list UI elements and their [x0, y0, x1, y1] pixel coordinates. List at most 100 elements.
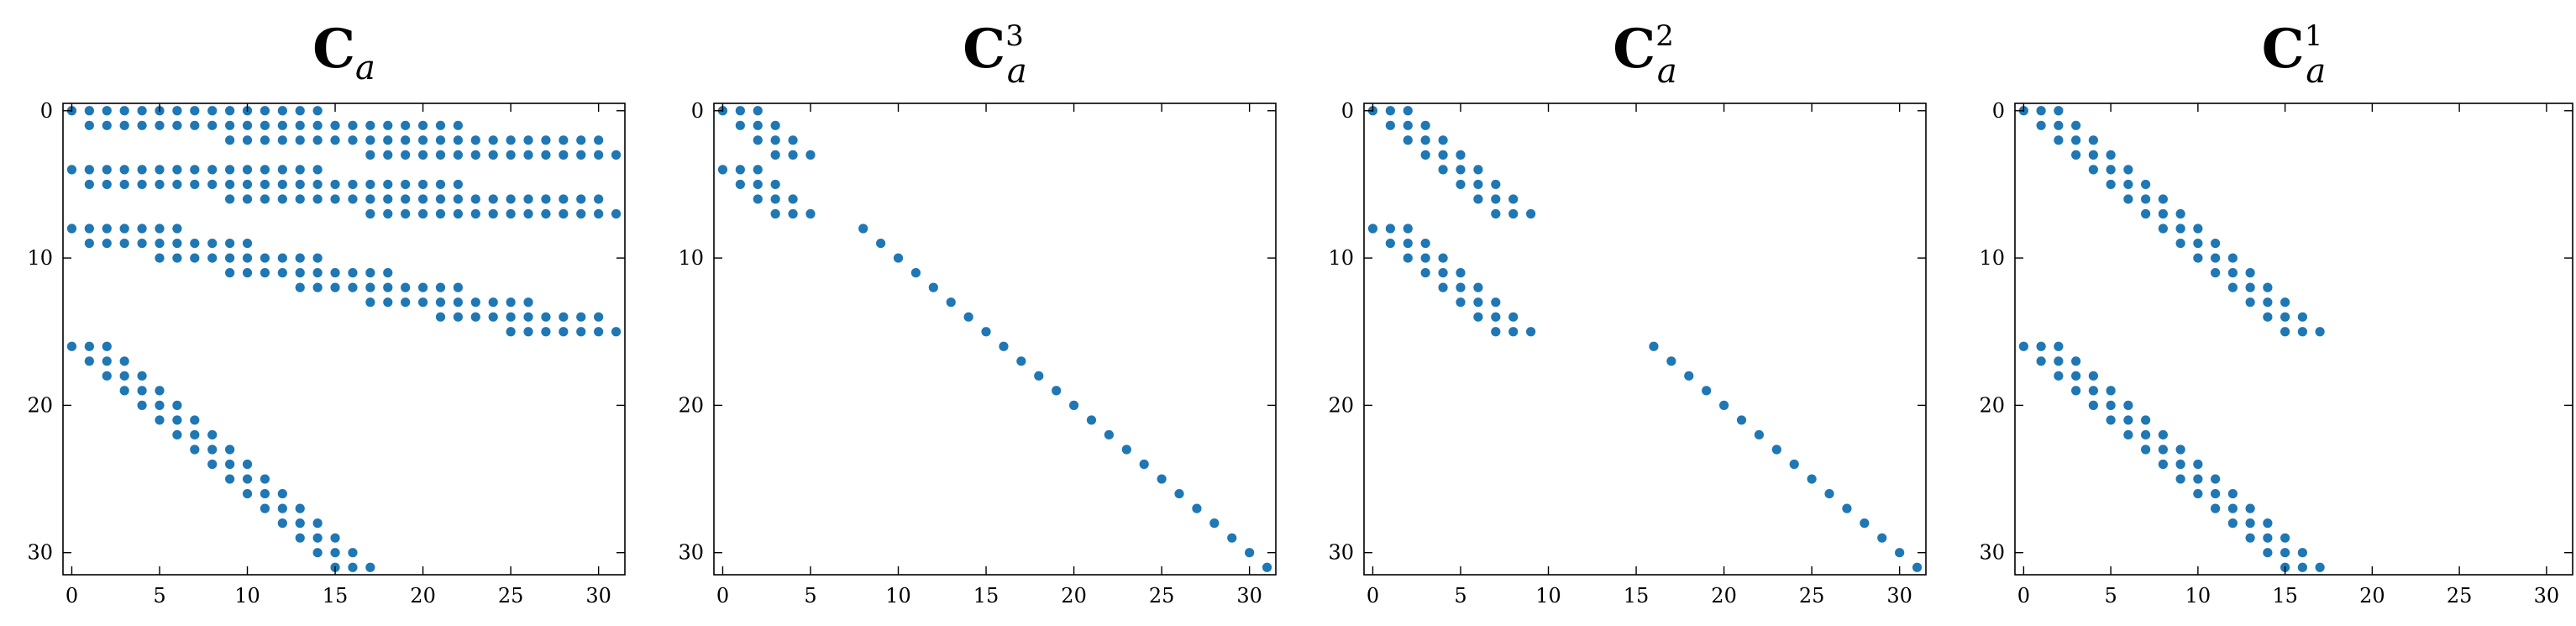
- data-point: [1227, 533, 1237, 543]
- data-point: [137, 386, 147, 396]
- data-point: [1702, 386, 1712, 396]
- data-point: [225, 179, 235, 190]
- data-point: [2071, 356, 2081, 366]
- data-point: [435, 194, 446, 204]
- data-point: [295, 179, 305, 190]
- data-point: [84, 106, 94, 116]
- data-point: [172, 238, 182, 249]
- data-point: [2054, 106, 2064, 116]
- data-point: [1491, 327, 1501, 337]
- data-point: [155, 179, 165, 190]
- y-tick-label: 10: [1979, 246, 2005, 270]
- data-point: [488, 297, 498, 308]
- data-point: [242, 165, 253, 175]
- data-point: [2245, 518, 2255, 529]
- data-point: [541, 327, 551, 337]
- data-point: [2245, 533, 2255, 543]
- title-superscript: 1: [2305, 19, 2323, 53]
- x-tick-label: 20: [2359, 584, 2385, 608]
- data-point: [594, 208, 604, 219]
- data-point: [242, 474, 253, 484]
- data-point: [2175, 459, 2185, 470]
- data-point: [312, 194, 323, 204]
- data-point: [84, 224, 94, 234]
- data-point: [102, 224, 112, 234]
- data-point: [348, 194, 358, 204]
- data-point: [84, 238, 94, 249]
- data-point: [190, 238, 200, 249]
- data-point: [66, 165, 77, 175]
- data-point: [735, 179, 745, 190]
- data-point: [470, 135, 480, 145]
- data-point: [928, 282, 938, 292]
- data-point: [295, 135, 305, 145]
- data-point: [102, 120, 112, 130]
- data-point: [788, 135, 798, 145]
- title-subscript: a: [355, 49, 375, 87]
- data-point: [137, 400, 147, 410]
- data-point: [1367, 224, 1378, 234]
- data-point: [805, 208, 816, 219]
- data-point: [453, 208, 463, 219]
- y-tick-label: 20: [678, 393, 704, 417]
- data-point: [1403, 238, 1413, 249]
- data-point: [1473, 179, 1483, 190]
- data-point: [2141, 208, 2151, 219]
- data-point: [365, 562, 375, 572]
- x-tick-label: 25: [1149, 584, 1175, 608]
- title-main: C: [312, 18, 355, 81]
- y-tick-label: 30: [27, 541, 53, 565]
- data-point: [330, 533, 340, 543]
- data-point: [207, 179, 218, 190]
- data-point: [225, 253, 235, 263]
- data-point: [2193, 459, 2203, 470]
- data-point: [523, 312, 533, 322]
- data-point: [2054, 120, 2064, 130]
- data-point: [84, 165, 94, 175]
- data-point: [295, 503, 305, 513]
- data-point: [1438, 165, 1448, 175]
- data-point: [735, 165, 745, 175]
- data-point: [2158, 208, 2168, 219]
- data-point: [137, 371, 147, 381]
- data-point: [753, 106, 763, 116]
- x-tick-label: 25: [1799, 584, 1825, 608]
- data-point: [383, 297, 393, 308]
- data-point: [260, 474, 270, 484]
- data-point: [1491, 194, 1501, 204]
- data-point: [2106, 415, 2116, 425]
- data-point: [2141, 429, 2151, 440]
- data-point: [1385, 120, 1395, 130]
- data-point: [1491, 179, 1501, 190]
- data-point: [611, 208, 622, 219]
- panel-title: C2 a: [1613, 18, 1676, 91]
- x-tick-label: 25: [2447, 584, 2473, 608]
- data-point: [225, 106, 235, 116]
- data-point: [594, 312, 604, 322]
- x-tick-label: 5: [2104, 584, 2117, 608]
- data-point: [401, 135, 411, 145]
- data-point: [2088, 135, 2098, 145]
- data-point: [2263, 533, 2273, 543]
- data-point: [1754, 429, 1764, 440]
- data-point: [401, 150, 411, 160]
- data-point: [2054, 371, 2064, 381]
- data-point: [2211, 488, 2221, 499]
- data-point: [2158, 429, 2168, 440]
- data-point: [559, 312, 569, 322]
- data-point: [1403, 135, 1413, 145]
- data-point: [2106, 165, 2116, 175]
- data-point: [2211, 474, 2221, 484]
- data-point: [2106, 150, 2116, 160]
- data-point: [365, 135, 375, 145]
- data-point: [611, 327, 622, 337]
- data-points: [66, 106, 622, 572]
- title-main: C: [2262, 18, 2305, 81]
- data-point: [295, 282, 305, 292]
- data-point: [1912, 562, 1923, 572]
- data-point: [401, 179, 411, 190]
- data-point: [1438, 253, 1448, 263]
- data-point: [2227, 503, 2238, 513]
- data-point: [277, 135, 287, 145]
- data-point: [576, 150, 586, 160]
